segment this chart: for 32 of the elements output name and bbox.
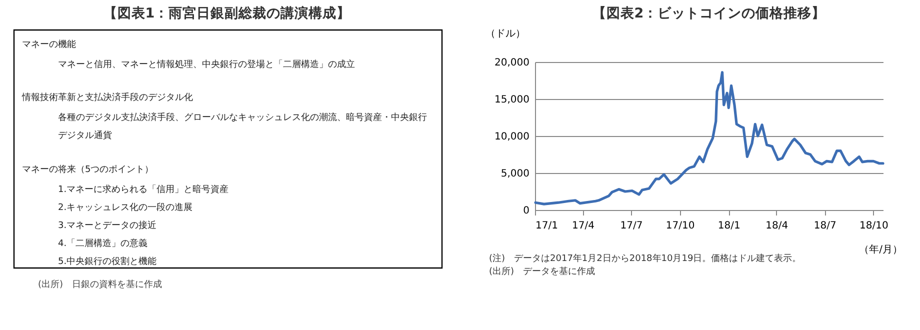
x-tick-label: 18/1 xyxy=(718,220,740,232)
chart-title: 【図表2：ビットコインの価格推移】 xyxy=(592,6,826,22)
text: 2.キャッシュレス化の一段の進展 xyxy=(58,202,193,213)
text: 5.中央銀行の役割と機能 xyxy=(58,256,157,267)
x-tick-label: 17/4 xyxy=(572,220,594,232)
text: 各種のデジタル支払決済手段、グローバルなキャッシュレス化の潮流、暗号資産・中央銀行 xyxy=(58,112,427,123)
text: マネーと信用、マネーと情報処理、中央銀行の登場と「二層構造」の成立 xyxy=(58,59,355,70)
text: 情報技術革新と支払決済手段のデジタル化 xyxy=(21,92,193,103)
x-axis-title: （年/月） xyxy=(859,244,902,256)
text: マネーの機能 xyxy=(22,39,76,50)
y-tick-label: 15,000 xyxy=(494,94,530,106)
y-tick-label: 20,000 xyxy=(494,58,530,68)
text: (注) データは2017年1月2日から2018年10月19日。価格はドル建て表示。 xyxy=(489,253,802,264)
x-tick-label: 17/7 xyxy=(620,220,643,232)
line-series xyxy=(534,71,884,206)
text: (出所) データを基に作成 xyxy=(489,266,596,277)
text: マネーの将来（5つのポイント） xyxy=(22,164,154,175)
x-tick-label: 18/4 xyxy=(766,220,788,232)
text: 3.マネーとデータの接近 xyxy=(58,220,157,231)
text: (出所) 日銀の資料を基に作成 xyxy=(38,279,162,290)
x-tick-label: 17/1 xyxy=(536,220,558,232)
x-tick-label: 18/7 xyxy=(814,220,836,232)
text: 4.「二層構造」の意義 xyxy=(58,238,148,249)
text: デジタル通貨 xyxy=(58,130,112,141)
x-tick-label: 17/10 xyxy=(666,220,695,232)
y-tick-label: 5,000 xyxy=(500,168,530,180)
y-axis-title: （ドル） xyxy=(486,28,526,40)
text: 1.マネーに求められる「信用」と暗号資産 xyxy=(58,184,229,195)
x-tick-label: 18/10 xyxy=(860,220,888,232)
text: 【図表1：雨宮日銀副総裁の講演構成】 xyxy=(103,4,351,22)
y-tick-label: 10,000 xyxy=(494,132,530,142)
y-tick-label: 0 xyxy=(523,206,530,216)
